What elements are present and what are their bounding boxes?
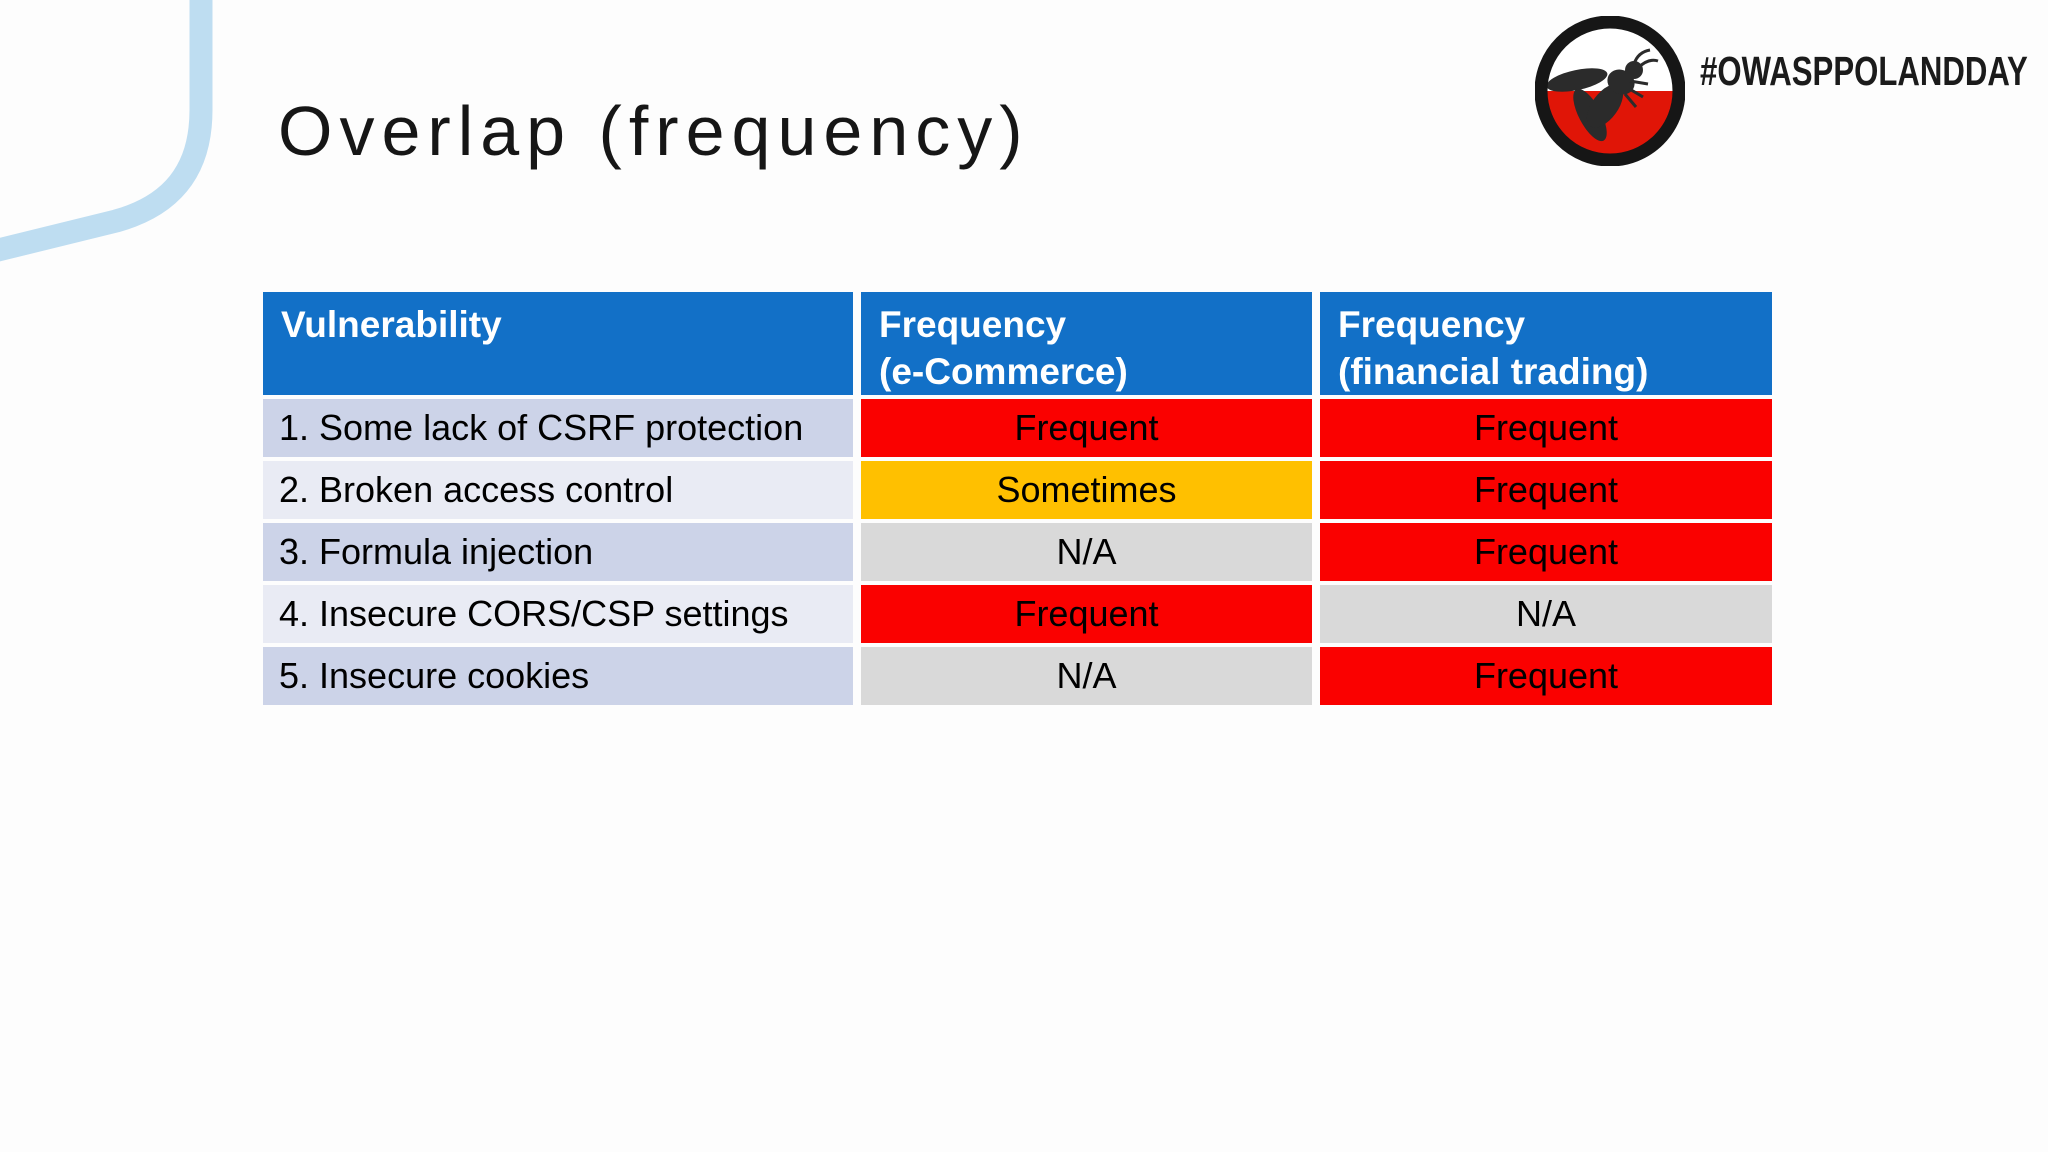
vulnerability-cell: 5. Insecure cookies	[263, 647, 853, 705]
frequency-trading-cell: N/A	[1320, 585, 1772, 643]
logo-ring	[1535, 16, 1685, 166]
frequency-ecommerce-cell: Frequent	[861, 585, 1312, 643]
owasp-logo-icon	[1535, 16, 1685, 166]
swoosh-line	[0, 0, 213, 262]
event-hashtag: #OWASPPOLANDDAY	[1700, 48, 2028, 94]
frequency-ecommerce-cell: N/A	[861, 523, 1312, 581]
frequency-trading-cell: Frequent	[1320, 461, 1772, 519]
vulnerability-cell: 2. Broken access control	[263, 461, 853, 519]
frequency-ecommerce-cell: Sometimes	[861, 461, 1312, 519]
frequency-table: Vulnerability Frequency (e-Commerce) Fre…	[263, 292, 1772, 705]
vulnerability-cell: 3. Formula injection	[263, 523, 853, 581]
vulnerability-cell: 1. Some lack of CSRF protection	[263, 399, 853, 457]
column-header-frequency-trading: Frequency (financial trading)	[1320, 292, 1772, 395]
column-header-frequency-ecommerce: Frequency (e-Commerce)	[861, 292, 1312, 395]
frequency-trading-cell: Frequent	[1320, 399, 1772, 457]
column-header-vulnerability: Vulnerability	[263, 292, 853, 395]
corner-swoosh-decoration	[0, 0, 213, 262]
wasp-icon	[1546, 48, 1659, 142]
frequency-trading-cell: Frequent	[1320, 523, 1772, 581]
page-title: Overlap (frequency)	[278, 92, 1030, 170]
vulnerability-cell: 4. Insecure CORS/CSP settings	[263, 585, 853, 643]
frequency-ecommerce-cell: Frequent	[861, 399, 1312, 457]
frequency-trading-cell: Frequent	[1320, 647, 1772, 705]
frequency-ecommerce-cell: N/A	[861, 647, 1312, 705]
